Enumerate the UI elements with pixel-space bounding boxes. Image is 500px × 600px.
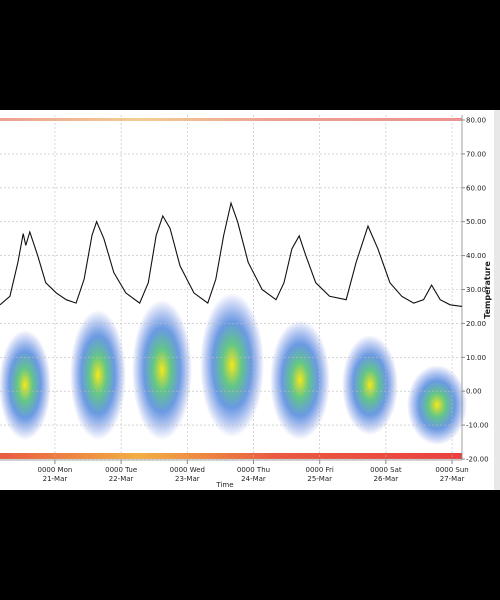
grid bbox=[0, 115, 462, 460]
y-tick-label: 80.00 bbox=[466, 117, 486, 125]
x-tick-date: 26-Mar bbox=[374, 475, 399, 483]
x-tick-date: 27-Mar bbox=[440, 475, 465, 483]
x-axis-title: Time bbox=[215, 481, 233, 489]
x-tick-date: 23-Mar bbox=[175, 475, 200, 483]
x-tick-label: 0000 Wed bbox=[170, 466, 205, 474]
y-tick-label: 60.00 bbox=[466, 184, 486, 192]
y-tick-label: -20.00 bbox=[466, 456, 489, 464]
y-tick-label: 0.00 bbox=[466, 388, 482, 396]
x-tick-label: 0000 Tue bbox=[105, 466, 137, 474]
y-tick-label: 30.00 bbox=[466, 286, 486, 294]
y-tick-label: 20.00 bbox=[466, 320, 486, 328]
x-tick-date: 21-Mar bbox=[43, 475, 68, 483]
x-tick-date: 25-Mar bbox=[307, 475, 332, 483]
x-tick-label: 0000 Mon bbox=[38, 466, 73, 474]
y-tick-label: 40.00 bbox=[466, 252, 486, 260]
y-tick-label: 10.00 bbox=[466, 354, 486, 362]
x-tick-label: 0000 Sun bbox=[435, 466, 468, 474]
x-tick-date: 24-Mar bbox=[241, 475, 266, 483]
y-tick-label: 50.00 bbox=[466, 218, 486, 226]
x-tick-date: 22-Mar bbox=[109, 475, 134, 483]
y-tick-label: 70.00 bbox=[466, 150, 486, 158]
y-axis-title: Temperature bbox=[483, 261, 492, 319]
y-tick-label: -10.00 bbox=[466, 422, 489, 430]
x-tick-label: 0000 Sat bbox=[370, 466, 402, 474]
temperature-line bbox=[0, 201, 463, 307]
x-tick-label: 0000 Thu bbox=[237, 466, 270, 474]
x-tick-label: 0000 Fri bbox=[305, 466, 333, 474]
side-panel bbox=[494, 110, 500, 490]
